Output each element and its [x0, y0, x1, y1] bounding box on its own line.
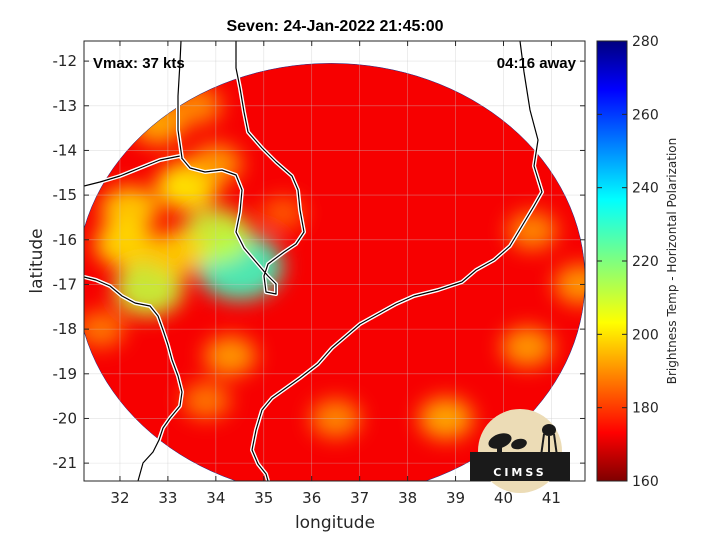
- colorbar-ticks: 160 180 200 220 240 260 280: [597, 34, 659, 490]
- grid-lines: [84, 41, 585, 481]
- x-tick-label: 32: [110, 489, 129, 507]
- x-tick-label: 33: [158, 489, 177, 507]
- y-tick-label: -13: [53, 97, 78, 115]
- water-tower-icon: [540, 424, 558, 457]
- y-tick-label: -18: [53, 320, 78, 338]
- y-tick-label: -16: [53, 231, 78, 249]
- feature-blob: [204, 335, 257, 376]
- axes-box: [83, 40, 586, 482]
- y-axis-ticks: -12 -13 -14 -15 -16 -17 -18 -19 -20 -21: [53, 52, 585, 472]
- colorbar-tick-label: 280: [632, 34, 659, 50]
- x-tick-label: 39: [446, 489, 465, 507]
- colorbar-tick-label: 200: [632, 327, 659, 343]
- x-axis-ticks: 32 33 34 35 36 37 38 39 40 41: [110, 41, 561, 507]
- feature-blob: [260, 196, 305, 230]
- x-tick-label: 40: [494, 489, 513, 507]
- colorbar-tick-label: 220: [632, 254, 659, 270]
- satellite-dish-icon: [488, 433, 527, 454]
- feature-blob: [94, 221, 155, 268]
- x-tick-label: 41: [542, 489, 561, 507]
- y-tick-label: -15: [53, 186, 78, 204]
- feature-blob: [100, 186, 159, 231]
- y-tick-label: -19: [53, 365, 78, 383]
- x-tick-label: 37: [350, 489, 369, 507]
- colorbar-tick-label: 160: [632, 474, 659, 490]
- colorbar-label: Brightness Temp - Horizontal Polarizatio…: [665, 138, 679, 385]
- y-tick-label: -20: [53, 409, 78, 427]
- x-tick-label: 35: [254, 489, 273, 507]
- chart-title: Seven: 24-Jan-2022 21:45:00: [226, 18, 443, 35]
- colorbar-tick-label: 260: [632, 107, 659, 123]
- feature-blob: [148, 230, 207, 276]
- x-tick-label: 34: [206, 489, 225, 507]
- x-tick-label: 38: [398, 489, 417, 507]
- x-axis-label: longitude: [295, 513, 375, 533]
- feature-blob: [182, 382, 231, 419]
- y-tick-label: -12: [53, 52, 78, 70]
- coastline: [84, 41, 544, 481]
- y-tick-label: -17: [53, 275, 78, 293]
- vmax-annotation: Vmax: 37 kts: [93, 55, 185, 72]
- feature-blob: [501, 326, 554, 367]
- y-axis-label: latitude: [27, 228, 47, 293]
- x-tick-label: 36: [302, 489, 321, 507]
- y-tick-label: -14: [53, 141, 78, 159]
- y-tick-label: -21: [53, 454, 78, 472]
- time-away-annotation: 04:16 away: [497, 55, 577, 72]
- cimss-logo-text: CIMSS: [493, 466, 546, 479]
- colorbar-tick-label: 240: [632, 181, 659, 197]
- cimss-logo: CIMSS: [470, 409, 570, 493]
- feature-blob: [507, 211, 558, 251]
- colorbar-tick-label: 180: [632, 401, 659, 417]
